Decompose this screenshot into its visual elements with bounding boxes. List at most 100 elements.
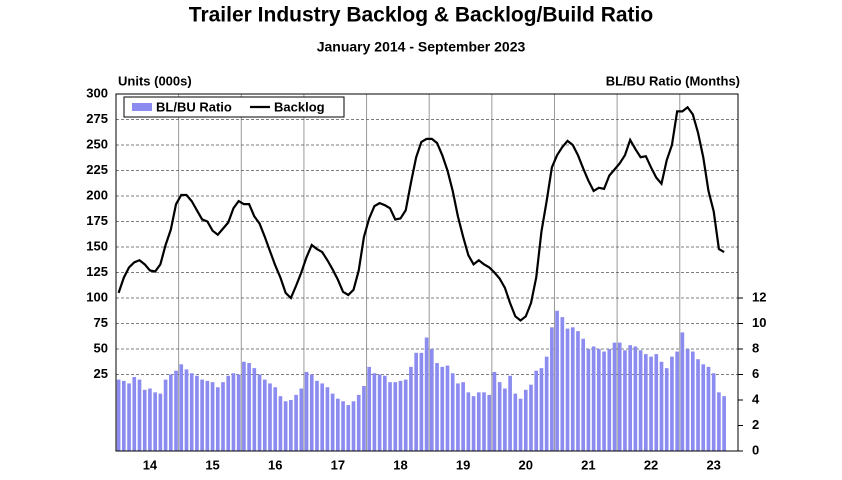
y-tick-label: 300 bbox=[86, 85, 108, 100]
y-tick-label: 125 bbox=[86, 264, 108, 279]
bar bbox=[717, 392, 721, 451]
bar bbox=[299, 388, 304, 451]
bar bbox=[570, 327, 575, 451]
bar bbox=[690, 351, 695, 451]
x-tick-label: 21 bbox=[581, 457, 595, 472]
bar bbox=[555, 310, 559, 451]
bar bbox=[466, 392, 471, 451]
bar bbox=[304, 371, 309, 451]
bar bbox=[617, 342, 622, 451]
bar bbox=[132, 377, 137, 451]
bar bbox=[429, 349, 434, 451]
bar bbox=[351, 401, 356, 451]
bar bbox=[330, 393, 335, 451]
bar bbox=[200, 379, 204, 451]
bar bbox=[247, 363, 251, 451]
bar bbox=[341, 401, 345, 451]
bar bbox=[377, 374, 382, 451]
bar bbox=[680, 332, 685, 451]
bar bbox=[706, 366, 711, 451]
y2-tick-label: 0 bbox=[752, 442, 759, 457]
bar bbox=[210, 382, 215, 451]
bar bbox=[456, 383, 460, 451]
bar bbox=[675, 351, 679, 451]
legend-swatch bbox=[132, 103, 152, 111]
bar bbox=[576, 331, 580, 451]
bar bbox=[586, 349, 591, 451]
bar bbox=[445, 365, 450, 451]
y2-tick-label: 2 bbox=[752, 417, 759, 432]
bar bbox=[607, 349, 612, 451]
bar bbox=[644, 354, 648, 451]
bar bbox=[215, 387, 220, 451]
bar bbox=[670, 356, 674, 451]
bar bbox=[508, 375, 512, 451]
bar bbox=[492, 371, 497, 451]
bar bbox=[414, 352, 418, 451]
bar bbox=[591, 346, 596, 451]
bar bbox=[659, 361, 664, 451]
line bbox=[117, 105, 725, 322]
bar bbox=[372, 373, 377, 451]
bar bbox=[534, 370, 539, 451]
y2-axis-label: BL/BU Ratio (Months) bbox=[606, 73, 740, 88]
y2-tick-label: 6 bbox=[752, 366, 759, 381]
legend-label: Backlog bbox=[274, 99, 325, 114]
bar bbox=[654, 354, 659, 451]
bar bbox=[560, 317, 565, 451]
bar bbox=[565, 328, 570, 451]
bar bbox=[518, 398, 523, 451]
bar bbox=[398, 380, 403, 451]
y-axis-label: Units (000s) bbox=[118, 73, 192, 88]
bar bbox=[268, 383, 272, 451]
bar bbox=[529, 384, 533, 451]
bar bbox=[722, 396, 726, 451]
bar bbox=[205, 380, 210, 451]
bar bbox=[602, 351, 606, 451]
y-tick-label: 175 bbox=[86, 213, 108, 228]
bar bbox=[476, 392, 481, 451]
bar bbox=[523, 389, 528, 451]
bar bbox=[257, 374, 262, 451]
bar bbox=[163, 379, 168, 451]
bar bbox=[336, 398, 340, 451]
bar bbox=[362, 385, 366, 451]
bar bbox=[242, 361, 246, 451]
bar bbox=[544, 356, 549, 451]
bar bbox=[184, 369, 189, 451]
x-tick-label: 20 bbox=[519, 457, 533, 472]
bar bbox=[320, 383, 325, 451]
bar bbox=[179, 364, 184, 451]
x-tick-label: 19 bbox=[456, 457, 470, 472]
bar bbox=[142, 389, 147, 451]
bar bbox=[711, 373, 716, 451]
bar bbox=[503, 388, 507, 451]
bar bbox=[325, 387, 330, 451]
bar bbox=[628, 345, 632, 451]
bar bbox=[419, 352, 424, 451]
bar bbox=[346, 405, 351, 451]
bar bbox=[597, 349, 601, 451]
bar bbox=[461, 382, 465, 451]
bar bbox=[664, 368, 669, 451]
bar bbox=[236, 374, 241, 451]
y-tick-label: 250 bbox=[86, 136, 108, 151]
bar bbox=[137, 379, 142, 451]
bar bbox=[356, 394, 361, 451]
bar bbox=[649, 356, 653, 451]
bar bbox=[393, 382, 398, 451]
plot-frame bbox=[115, 93, 739, 452]
bar bbox=[283, 401, 288, 451]
bar bbox=[539, 368, 544, 451]
chart-title: Trailer Industry Backlog & Backlog/Build… bbox=[189, 4, 653, 27]
bar bbox=[388, 382, 392, 451]
bar bbox=[367, 366, 371, 451]
bar bbox=[158, 393, 163, 451]
bar bbox=[581, 338, 586, 451]
y-tick-label: 100 bbox=[86, 289, 108, 304]
bar bbox=[383, 375, 387, 451]
bar bbox=[289, 400, 293, 451]
bar bbox=[127, 383, 131, 451]
bar bbox=[273, 387, 278, 451]
